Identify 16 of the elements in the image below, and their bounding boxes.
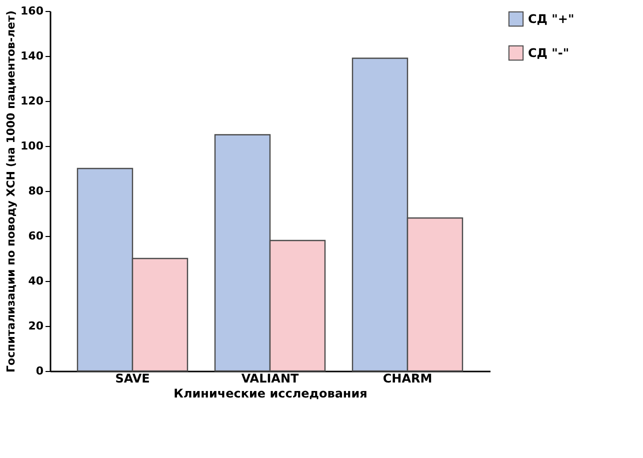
x-tick-label: VALIANT: [241, 372, 300, 386]
y-tick-label: 0: [36, 364, 44, 378]
y-tick-label: 100: [20, 140, 44, 152]
x-tick-label: SAVE: [115, 372, 150, 386]
y-tick-label: 120: [20, 94, 44, 108]
x-axis-title: Клинические исследования: [174, 386, 368, 400]
y-tick-label: 60: [28, 230, 44, 242]
y-tick-label: 40: [28, 274, 44, 288]
y-tick-label: 160: [20, 4, 44, 18]
y-tick-label: 80: [28, 184, 44, 198]
x-tick-label: CHARM: [382, 372, 432, 386]
y-tick-label: 140: [20, 50, 44, 62]
y-axis-title: Госпитализации по поводу ХСН (на 1000 пациентов-лет): [4, 10, 18, 372]
y-tick-label: 20: [28, 320, 44, 332]
legend-label: СД "+": [528, 12, 574, 26]
legend-label: СД "-": [528, 46, 570, 60]
